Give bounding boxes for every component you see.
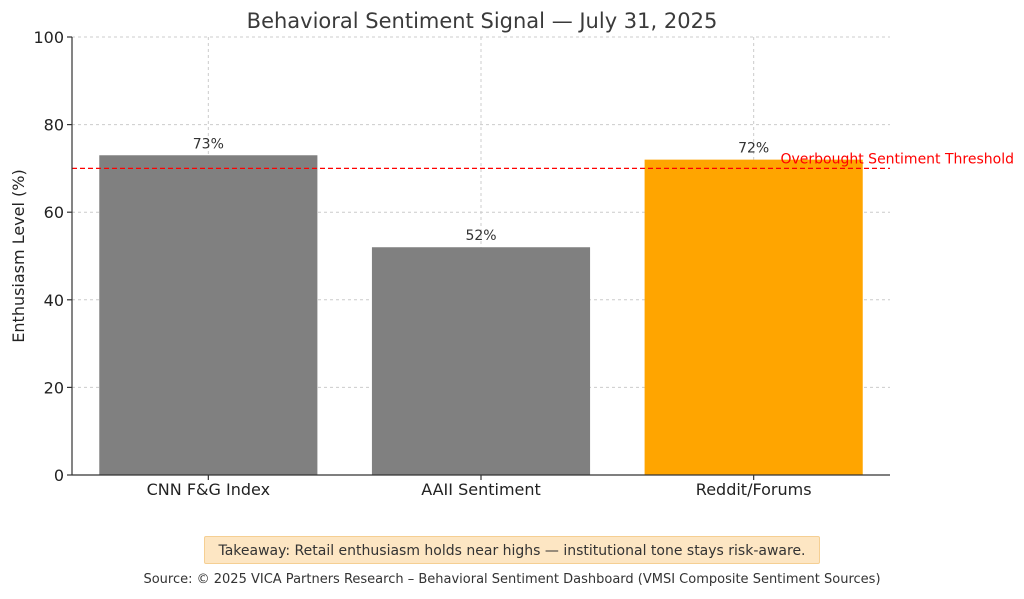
bars <box>99 155 863 475</box>
bar-value-label: 73% <box>193 136 224 152</box>
threshold-label: Overbought Sentiment Threshold <box>780 151 1014 167</box>
data-labels: 73% 52% 72% <box>193 136 769 244</box>
source-note: Source: © 2025 VICA Partners Research – … <box>143 572 881 587</box>
threshold: Overbought Sentiment Threshold <box>72 151 1014 169</box>
bar-chart: Behavioral Sentiment Signal — July 31, 2… <box>9 9 1014 499</box>
bar-reddit-forums <box>644 159 863 475</box>
takeaway-note: Takeaway: Retail enthusiasm holds near h… <box>204 536 820 564</box>
bar-cnn-f-g-index <box>99 155 318 475</box>
y-axis-label: Enthusiasm Level (%) <box>9 169 28 342</box>
chart-title: Behavioral Sentiment Signal — July 31, 2… <box>247 9 718 33</box>
y-tick-label: 20 <box>44 378 64 397</box>
y-tick-label: 80 <box>44 116 64 135</box>
y-tick-label: 40 <box>44 291 64 310</box>
y-tick-label: 0 <box>54 466 64 485</box>
x-tick-label: Reddit/Forums <box>696 480 812 499</box>
y-tick-label: 100 <box>33 28 64 47</box>
x-tick-label: CNN F&G Index <box>147 480 270 499</box>
axes: 0 20 40 60 80 100 CNN F&G Index AAII Sentiment R… <box>33 28 890 499</box>
bar-aaii-sentiment <box>371 247 591 475</box>
y-tick-label: 60 <box>44 203 64 222</box>
x-tick-label: AAII Sentiment <box>421 480 541 499</box>
bar-value-label: 52% <box>465 228 496 244</box>
bar-value-label: 72% <box>738 141 769 157</box>
